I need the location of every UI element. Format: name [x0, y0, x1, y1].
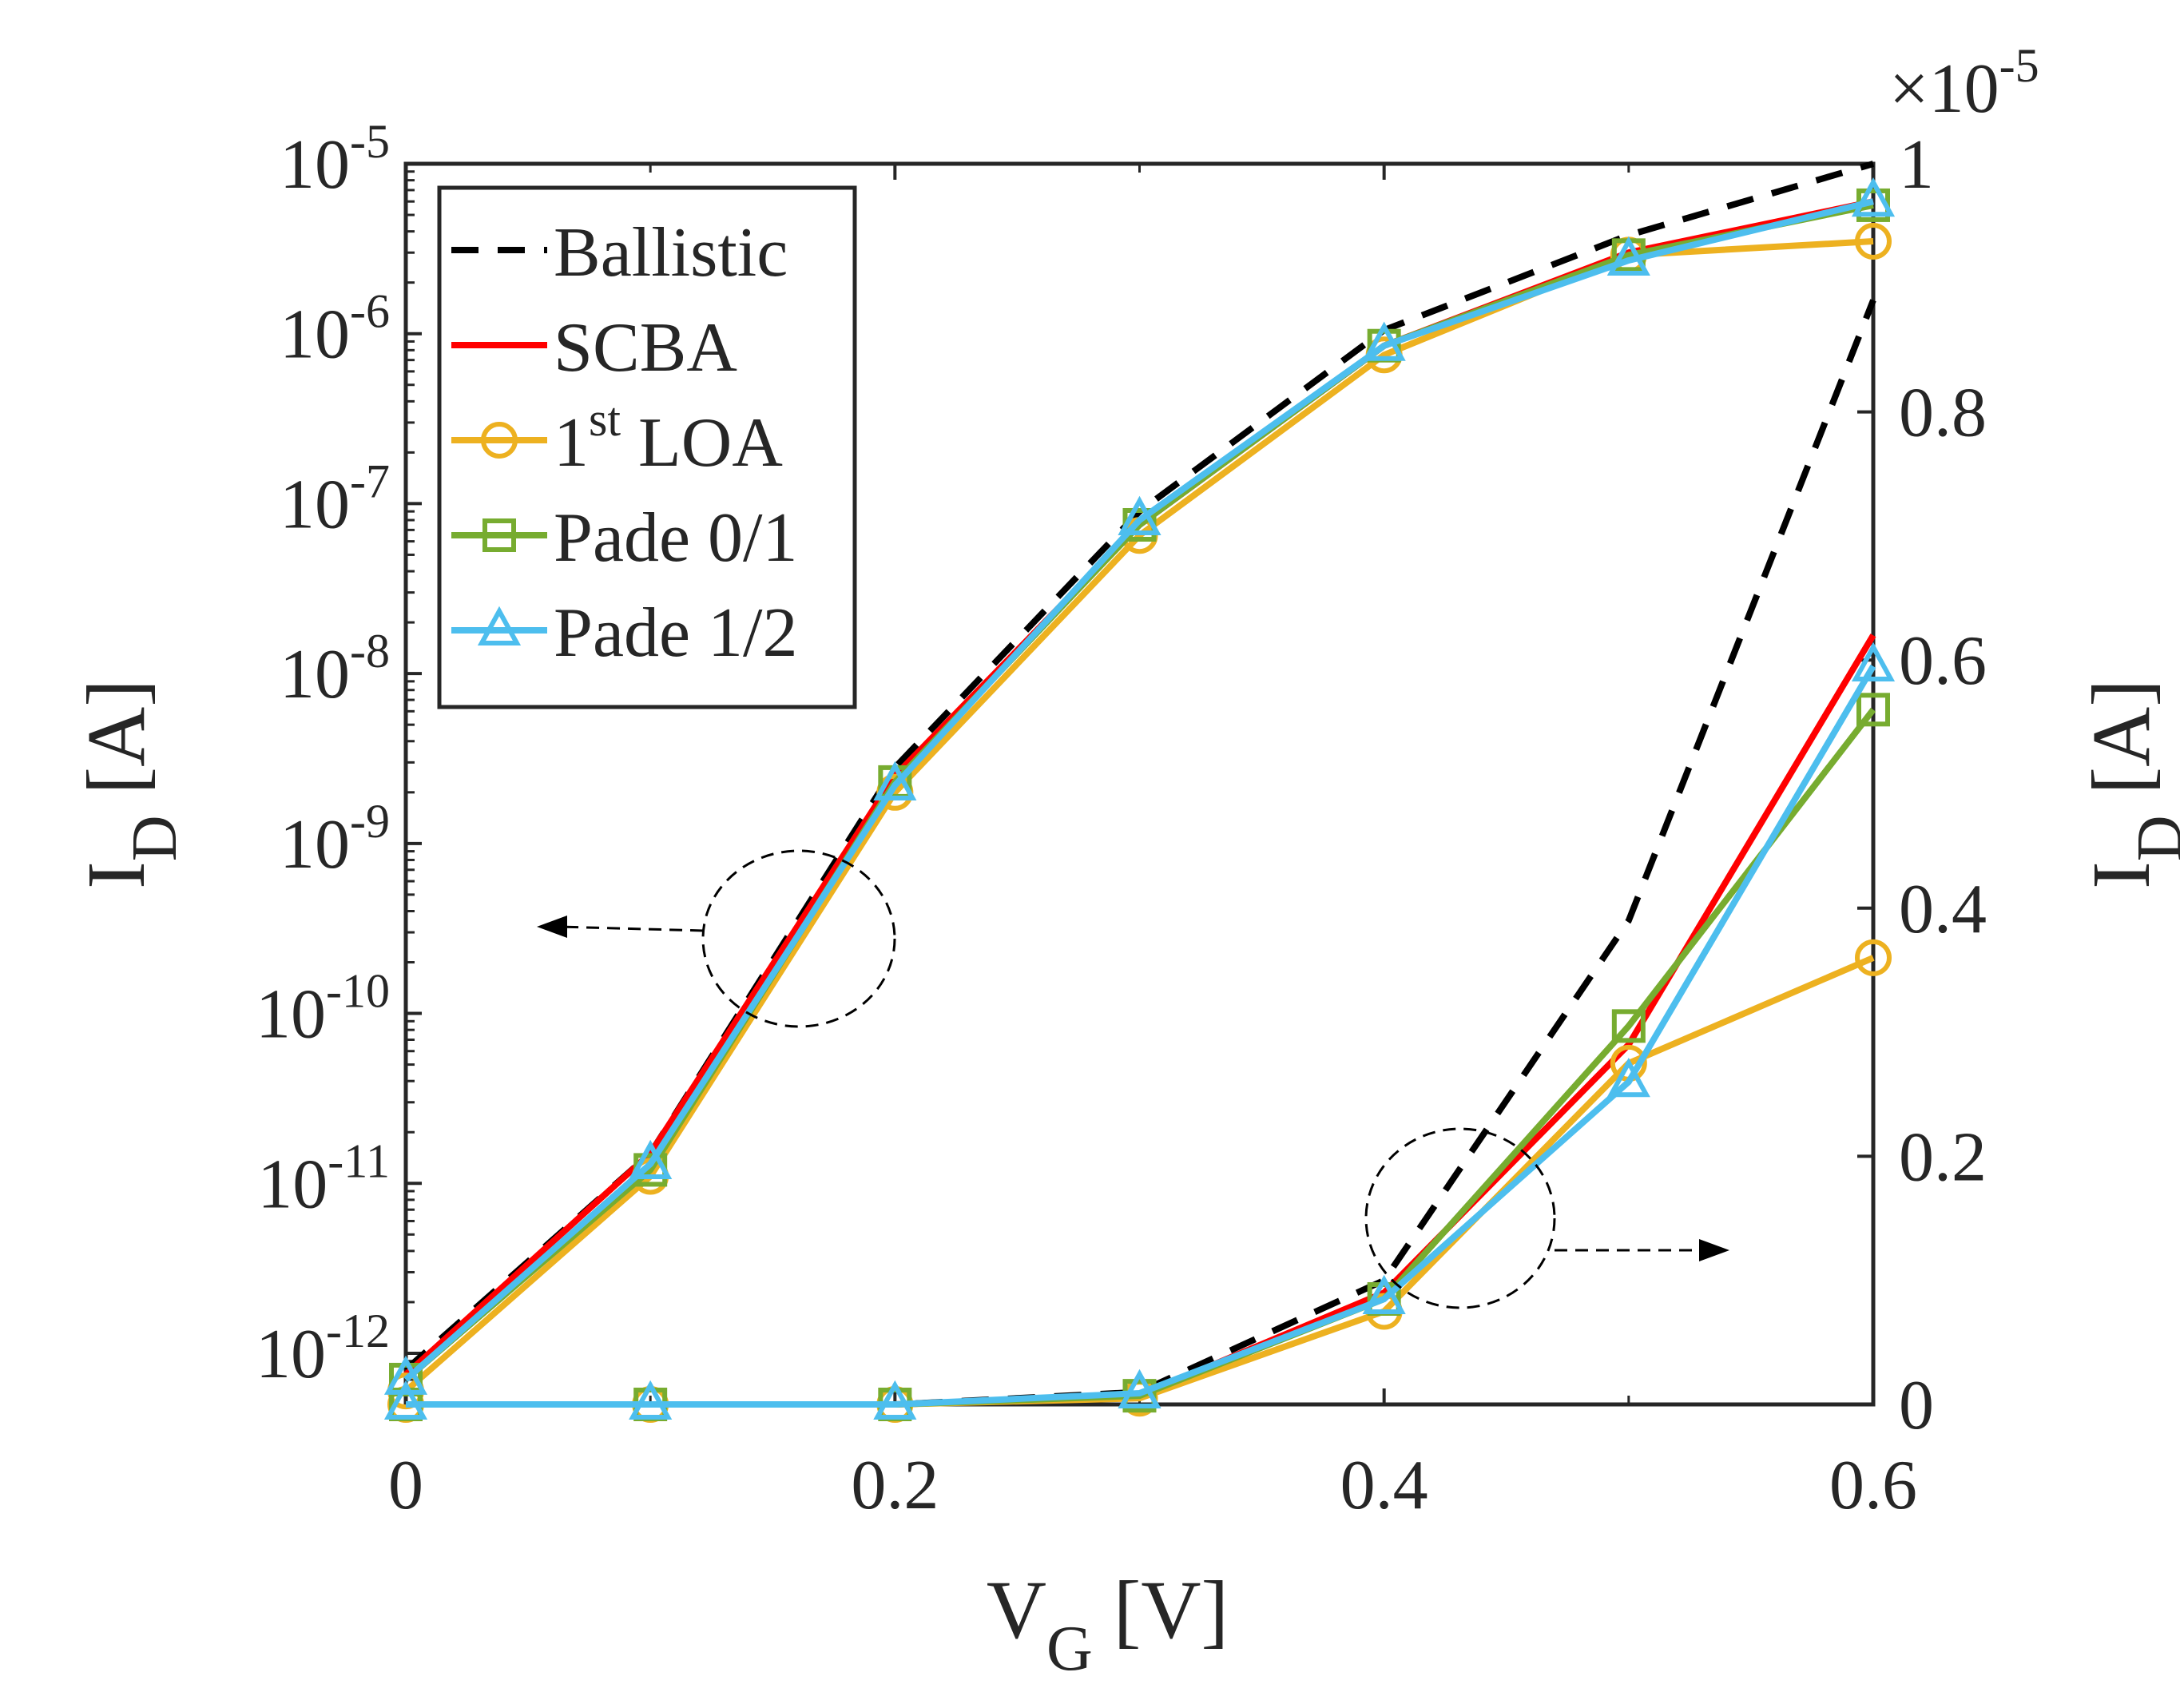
series-line-log-pade-0-1 — [403, 202, 1874, 1382]
point-log-pade-1-2 — [1118, 495, 1161, 536]
y-left-tick-label: 10-8 — [280, 625, 390, 713]
point-linear-pade-1-2 — [1606, 1057, 1650, 1098]
y-left-tick-label: 10-10 — [256, 965, 390, 1054]
y-right-tick-label: 0.4 — [1899, 871, 1987, 948]
series-line-linear-pade-1-2 — [406, 664, 1876, 1408]
x-tick-label: 0.4 — [1340, 1447, 1428, 1524]
legend-label-pade-1-2: Pade 1/2 — [554, 594, 798, 672]
x-tick-label: 0.2 — [851, 1447, 939, 1524]
annotation-ellipse-right — [1364, 1127, 1556, 1309]
series-line-linear-scba — [406, 634, 1876, 1408]
legend-marker-1st-loa — [481, 422, 518, 459]
point-linear-pade-1-2 — [629, 1380, 673, 1420]
point-linear-pade-1-2 — [1362, 1274, 1406, 1314]
point-log-1st-loa — [1855, 222, 1892, 260]
legend-label-1st-loa: 1st LOA — [554, 393, 783, 482]
x-axis-label: VG [V] — [987, 1564, 1229, 1684]
point-log-pade-1-2 — [1851, 177, 1896, 217]
annotation-arrow-left — [558, 925, 704, 932]
legend-marker-pade-1-2 — [477, 606, 522, 645]
point-log-pade-1-2 — [873, 761, 917, 801]
x-tick-label: 0.6 — [1829, 1447, 1917, 1524]
point-linear-pade-1-2 — [873, 1380, 917, 1420]
legend-label-scba: SCBA — [554, 309, 737, 387]
point-linear-pade-0-1 — [1856, 693, 1890, 727]
y-left-tick-label: 10-9 — [280, 795, 390, 884]
point-log-pade-1-2 — [629, 1139, 673, 1180]
y-right-tick-label: 0.6 — [1899, 622, 1987, 700]
y-left-tick-label: 10-7 — [280, 455, 390, 543]
x-tick-label: 0 — [388, 1447, 423, 1524]
point-log-pade-1-2 — [1606, 236, 1650, 276]
y-right-axis-label: ID [A] — [2075, 679, 2180, 889]
point-linear-1st-loa — [1855, 939, 1892, 976]
point-linear-pade-1-2 — [1118, 1368, 1161, 1409]
series-line-log-pade-1-2 — [403, 198, 1874, 1382]
y-right-tick-label: 0.2 — [1899, 1118, 1987, 1196]
y-left-tick-label: 10-6 — [280, 285, 390, 374]
point-log-pade-1-2 — [1362, 321, 1406, 361]
legend-box — [437, 185, 857, 709]
y-right-tick-label: 0.8 — [1899, 375, 1987, 452]
annotation-ellipse-left — [701, 849, 896, 1028]
point-linear-pade-0-1 — [1611, 1009, 1646, 1043]
y-right-tick-label: 0 — [1899, 1367, 1934, 1444]
series-line-linear-1st-loa — [406, 955, 1875, 1408]
legend-label-ballistic: Ballistic — [554, 214, 788, 292]
legend-label-pade-0-1: Pade 0/1 — [554, 499, 798, 577]
y-left-tick-label: 10-11 — [257, 1134, 390, 1223]
y-right-multiplier: ×10-5 — [1889, 39, 2039, 128]
y-left-axis-label: ID [A] — [70, 679, 190, 889]
legend-marker-pade-0-1 — [482, 518, 516, 552]
series-line-linear-pade-0-1 — [406, 707, 1876, 1408]
point-linear-pade-1-2 — [1851, 641, 1896, 681]
annotation-arrowhead-left — [537, 916, 567, 938]
point-linear-pade-1-2 — [383, 1380, 428, 1420]
y-left-tick-label: 10-12 — [256, 1305, 390, 1393]
y-left-tick-label: 10-5 — [280, 115, 390, 204]
y-right-tick-label: 1 — [1899, 126, 1934, 204]
annotation-arrowhead-right — [1699, 1239, 1729, 1261]
point-log-pade-1-2 — [383, 1355, 428, 1395]
